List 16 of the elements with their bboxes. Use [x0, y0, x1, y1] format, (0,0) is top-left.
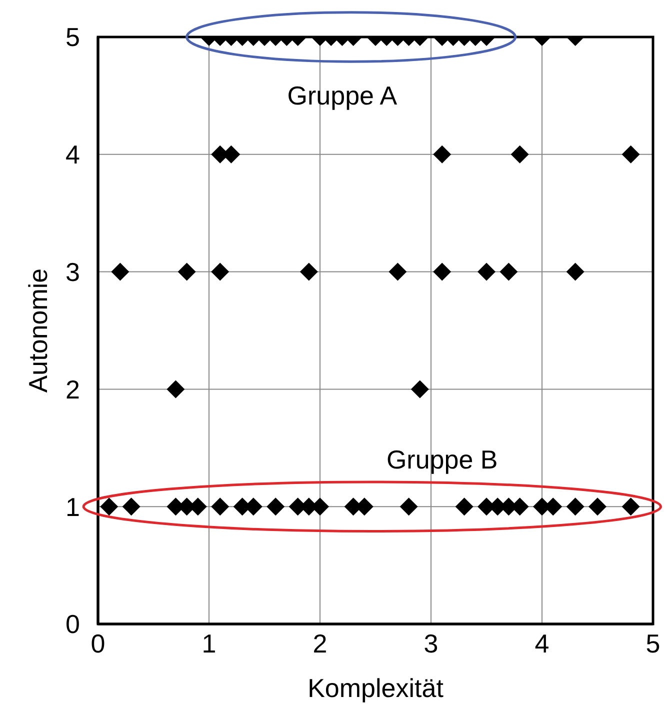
x-tick-label: 5: [646, 628, 660, 658]
x-tick-label: 4: [534, 628, 550, 658]
y-tick-label: 1: [66, 492, 80, 522]
y-axis-title: Autonomie: [23, 268, 54, 393]
x-tick-label: 0: [90, 628, 106, 658]
y-tick-label: 4: [66, 140, 80, 170]
annotation: Gruppe B: [386, 444, 498, 475]
y-tick-label: 5: [66, 22, 80, 52]
x-tick-label: 1: [202, 628, 216, 658]
y-tick-label: 0: [66, 609, 80, 640]
x-tick-label: 2: [312, 628, 328, 658]
annotation: Gruppe A: [287, 80, 398, 111]
x-tick-label: 3: [424, 628, 438, 658]
x-axis-title: Komplexität: [308, 673, 444, 703]
y-tick-label: 2: [66, 374, 80, 404]
y-tick-label: 3: [66, 257, 80, 288]
